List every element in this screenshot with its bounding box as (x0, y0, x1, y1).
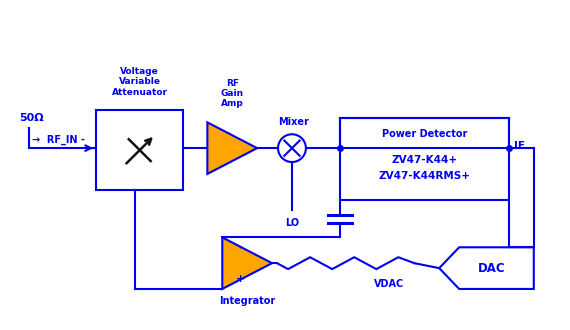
Text: ZV47-K44+: ZV47-K44+ (391, 155, 457, 165)
Text: DAC: DAC (478, 262, 505, 275)
Text: →  RF_IN -: → RF_IN - (32, 135, 85, 145)
Text: RF
Gain
Amp: RF Gain Amp (221, 79, 244, 109)
Text: Mixer: Mixer (279, 117, 310, 127)
Text: VDAC: VDAC (374, 279, 405, 289)
Polygon shape (222, 237, 272, 289)
Text: Voltage
Variable
Attenuator: Voltage Variable Attenuator (112, 67, 168, 97)
Text: LO: LO (285, 217, 299, 228)
Polygon shape (207, 122, 257, 174)
Text: Integrator: Integrator (219, 296, 275, 306)
Text: IF: IF (514, 141, 525, 151)
Bar (340, 118, 509, 200)
Text: -: - (238, 242, 242, 252)
Text: ZV47-K44RMS+: ZV47-K44RMS+ (378, 171, 470, 181)
Text: +: + (235, 274, 245, 284)
Text: 50Ω: 50Ω (19, 114, 44, 123)
Bar (96, 111, 184, 190)
Text: Power Detector: Power Detector (382, 129, 467, 139)
